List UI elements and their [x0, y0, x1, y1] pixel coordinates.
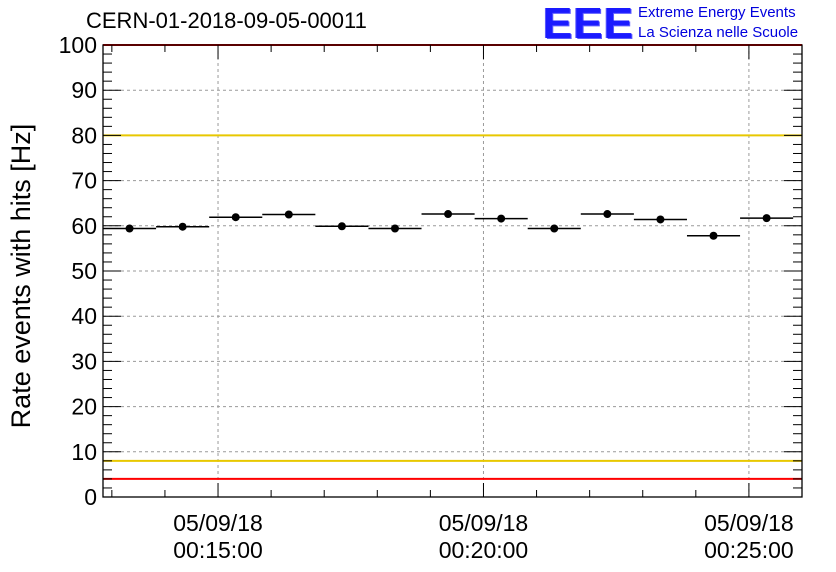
x-tick-time-label: 00:20:00	[439, 537, 529, 563]
data-point	[209, 213, 263, 222]
data-point	[686, 231, 741, 240]
y-tick-label: 90	[71, 77, 97, 103]
data-point	[527, 224, 581, 233]
axis-labels-layer: Rate events with hits [Hz] 0 10 20 30 40 50 60…	[6, 32, 794, 563]
x-tick-time-label: 00:25:00	[704, 537, 794, 563]
axes-layer	[102, 44, 803, 498]
eee-logo-mark: EEE	[543, 0, 635, 48]
y-tick-label: 0	[84, 484, 97, 510]
y-tick-label: 40	[71, 303, 97, 329]
data-marker	[762, 214, 771, 223]
data-point	[103, 224, 157, 233]
y-tick-label: 50	[71, 258, 97, 284]
data-marker	[550, 224, 559, 233]
data-point	[315, 222, 369, 231]
data-marker	[497, 214, 506, 223]
grid-layer	[103, 45, 802, 497]
data-marker	[709, 231, 718, 240]
y-tick-label: 30	[71, 348, 97, 374]
data-marker	[284, 210, 293, 219]
x-tick-date-label: 05/09/18	[173, 510, 263, 536]
x-tick-time-label: 00:15:00	[173, 537, 263, 563]
data-marker	[603, 210, 612, 219]
data-points-layer	[103, 210, 794, 240]
data-marker	[231, 213, 240, 222]
data-point	[156, 222, 210, 231]
y-tick-label: 100	[59, 32, 97, 58]
data-marker	[125, 224, 134, 233]
reference-lines-layer	[103, 44, 802, 480]
data-point	[421, 210, 475, 219]
data-marker	[337, 222, 346, 231]
y-tick-label: 20	[71, 394, 97, 420]
logo-subtitle-line1: Extreme Energy Events	[638, 4, 796, 21]
x-tick-date-label: 05/09/18	[439, 510, 529, 536]
data-point	[580, 210, 634, 219]
x-tick-date-label: 05/09/18	[704, 510, 794, 536]
data-marker	[178, 222, 187, 231]
data-marker	[444, 210, 453, 219]
run-title: CERN-01-2018-09-05-00011	[86, 8, 367, 33]
data-point	[474, 214, 528, 223]
data-point	[368, 224, 422, 233]
y-tick-label: 70	[71, 168, 97, 194]
y-tick-label: 60	[71, 213, 97, 239]
data-point	[633, 215, 687, 224]
data-marker	[656, 215, 665, 224]
y-axis-label: Rate events with hits [Hz]	[6, 124, 36, 429]
y-tick-label: 80	[71, 122, 97, 148]
data-point	[262, 210, 316, 219]
logo-subtitle-line2: La Scienza nelle Scuole	[638, 24, 799, 41]
data-point	[740, 214, 794, 223]
y-tick-label: 10	[71, 439, 97, 465]
data-marker	[390, 224, 399, 233]
